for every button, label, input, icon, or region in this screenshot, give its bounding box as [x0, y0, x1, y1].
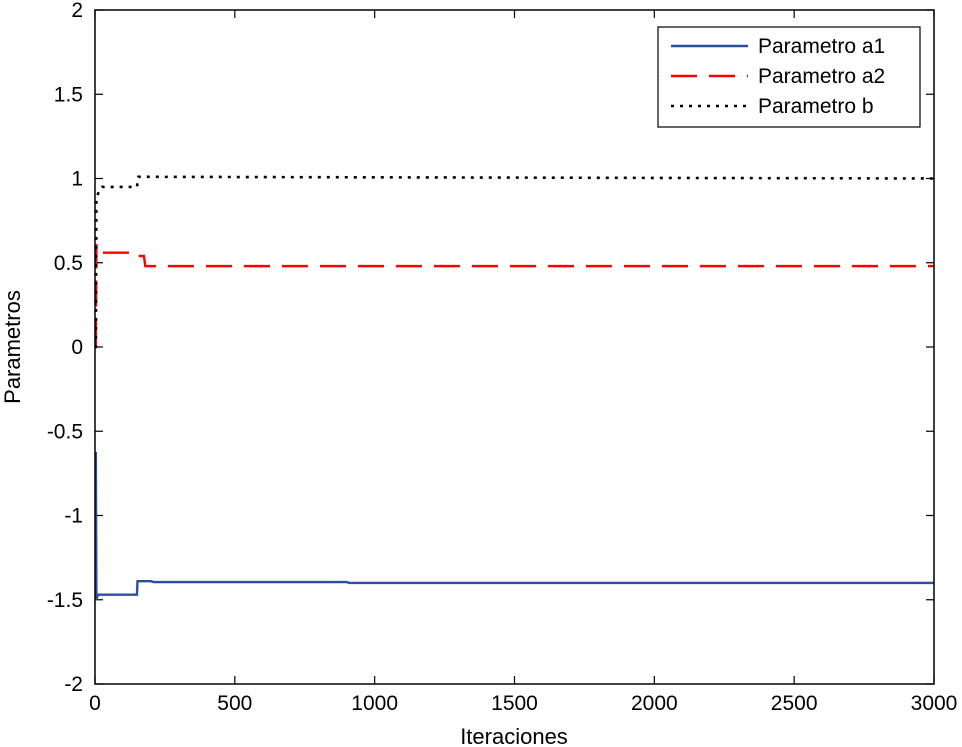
- y-tick-label: 0: [71, 336, 83, 359]
- y-tick-label: -2: [64, 673, 83, 696]
- x-tick-label: 500: [217, 692, 252, 715]
- x-axis-title: Iteraciones: [460, 724, 568, 747]
- y-tick-label: -1.5: [47, 589, 83, 612]
- legend-label-2: Parametro a2: [758, 65, 885, 88]
- y-axis-title: Parametros: [0, 290, 25, 404]
- series-line-2: [94, 244, 934, 345]
- legend-box: [657, 26, 921, 128]
- x-tick-labels: 0 500 1000 1500 2000 2500 3000: [89, 692, 957, 715]
- x-tick-label: 1500: [491, 692, 538, 715]
- plot-frame: [94, 9, 935, 685]
- x-tick-label: 0: [89, 692, 101, 715]
- x-tick-label: 1000: [351, 692, 398, 715]
- x-tick-label: 3000: [911, 692, 958, 715]
- y-tick-labels: -2 -1.5 -1 -0.5 0 0.5 1 1.5 2: [47, 0, 83, 696]
- y-tick-label: 1: [71, 168, 83, 191]
- series-line-1: [94, 451, 934, 601]
- x-tick-label: 2000: [631, 692, 678, 715]
- y-tick-label: 1.5: [54, 83, 83, 106]
- y-tick-label: -0.5: [47, 420, 83, 443]
- legend: Parametro a1 Parametro a2 Parametro b: [657, 26, 921, 128]
- x-tick-label: 2500: [771, 692, 818, 715]
- y-tick-label: 0.5: [54, 252, 83, 275]
- legend-label-1: Parametro a1: [758, 35, 885, 58]
- y-tick-label: -1: [64, 505, 83, 528]
- series-layer: [94, 175, 935, 601]
- legend-label-3: Parametro b: [758, 95, 874, 118]
- y-tick-label: 2: [71, 0, 83, 22]
